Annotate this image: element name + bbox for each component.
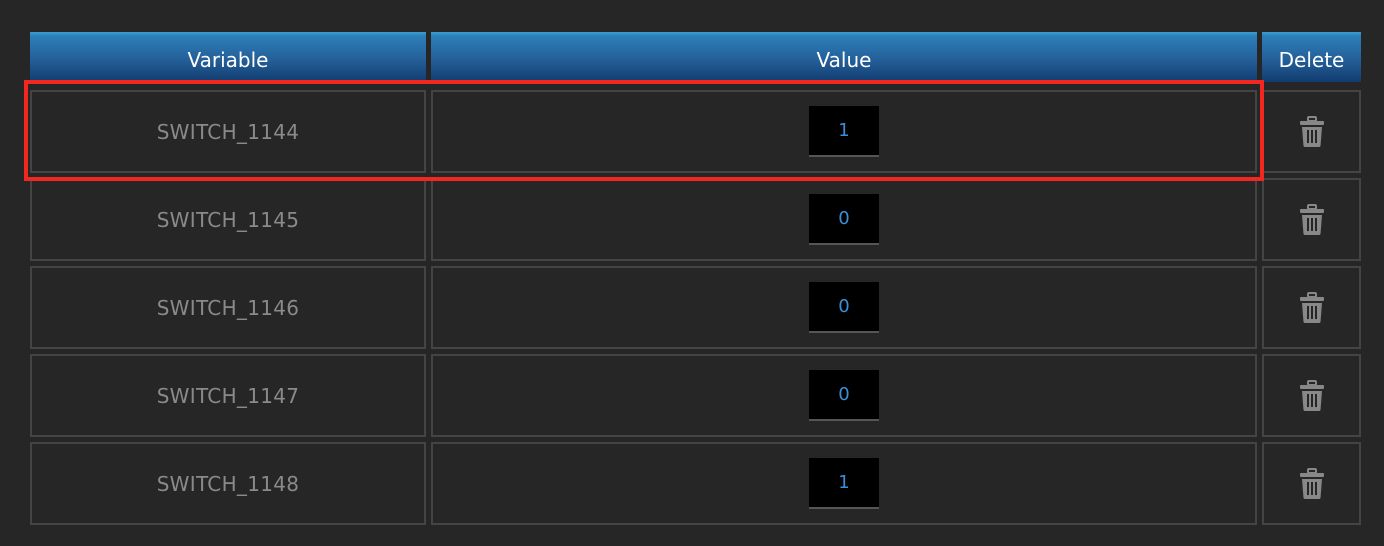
delete-cell (1262, 90, 1361, 173)
value-cell: 0 (431, 266, 1257, 349)
trash-icon[interactable] (1299, 115, 1325, 148)
variable-name: SWITCH_1148 (156, 471, 300, 496)
variable-cell: SWITCH_1147 (30, 354, 426, 437)
variable-name: SWITCH_1147 (156, 383, 300, 408)
value-field[interactable]: 0 (809, 282, 879, 333)
value-cell: 1 (431, 442, 1257, 525)
header-variable: Variable (30, 32, 426, 82)
header-value: Value (431, 32, 1257, 82)
trash-icon[interactable] (1299, 291, 1325, 324)
variable-name: SWITCH_1145 (156, 207, 300, 232)
delete-cell (1262, 178, 1361, 261)
variable-name: SWITCH_1146 (156, 295, 300, 320)
variable-cell: SWITCH_1145 (30, 178, 426, 261)
variable-cell: SWITCH_1144 (30, 90, 426, 173)
value-cell: 1 (431, 90, 1257, 173)
variable-cell: SWITCH_1146 (30, 266, 426, 349)
delete-cell (1262, 442, 1361, 525)
trash-icon[interactable] (1299, 379, 1325, 412)
value-field[interactable]: 1 (809, 106, 879, 157)
header-delete: Delete (1262, 32, 1361, 82)
value-field[interactable]: 1 (809, 458, 879, 509)
delete-cell (1262, 354, 1361, 437)
trash-icon[interactable] (1299, 467, 1325, 500)
value-field[interactable]: 0 (809, 370, 879, 421)
value-field[interactable]: 0 (809, 194, 879, 245)
variable-cell: SWITCH_1148 (30, 442, 426, 525)
value-cell: 0 (431, 354, 1257, 437)
trash-icon[interactable] (1299, 203, 1325, 236)
delete-cell (1262, 266, 1361, 349)
value-cell: 0 (431, 178, 1257, 261)
variable-name: SWITCH_1144 (156, 119, 300, 144)
